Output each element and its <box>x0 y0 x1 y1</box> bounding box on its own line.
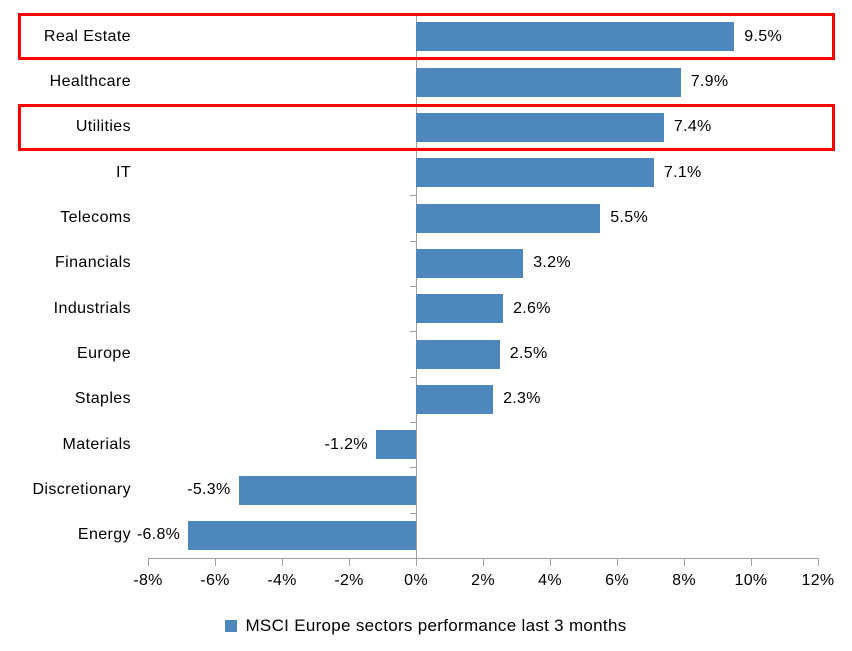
value-label: -1.2% <box>324 435 368 453</box>
category-label: Discretionary <box>32 481 131 498</box>
x-axis-tick <box>416 558 417 566</box>
category-axis-tick <box>410 558 416 559</box>
x-axis-tick-label: 6% <box>605 572 629 589</box>
value-label: 7.4% <box>673 118 712 136</box>
x-axis-tick <box>684 558 685 566</box>
value-label: 9.5% <box>744 27 782 45</box>
x-axis-tick-label: -6% <box>200 572 230 589</box>
x-axis-tick-label: 10% <box>734 572 768 589</box>
category-axis-tick <box>410 241 416 242</box>
x-axis-tick-label: 12% <box>801 572 835 589</box>
x-axis-tick <box>215 558 216 566</box>
category-label: IT <box>115 163 131 181</box>
value-label: 7.1% <box>663 163 702 181</box>
x-axis-tick-label: 2% <box>471 572 495 589</box>
bar <box>416 384 494 414</box>
value-label: 2.5% <box>509 345 548 362</box>
x-axis-tick-label: -4% <box>267 572 297 589</box>
bar <box>416 112 664 142</box>
legend-swatch-icon <box>225 620 238 632</box>
category-label: Healthcare <box>49 73 131 90</box>
value-label: 7.9% <box>690 73 729 90</box>
category-axis-tick <box>410 331 416 332</box>
value-label: 2.3% <box>503 390 541 408</box>
x-axis-tick-label: -8% <box>133 572 163 589</box>
category-axis-tick <box>410 513 416 514</box>
category-label: Staples <box>74 390 131 408</box>
bar <box>416 22 735 52</box>
category-axis-tick <box>410 195 416 196</box>
bar <box>375 430 416 460</box>
legend: MSCI Europe sectors performance last 3 m… <box>0 615 852 637</box>
x-axis-tick <box>751 558 752 566</box>
category-label: Real Estate <box>43 27 131 45</box>
value-label: 5.5% <box>610 209 648 226</box>
highlight-box-utilities <box>18 103 835 151</box>
bar <box>416 248 524 278</box>
value-label: -6.8% <box>136 526 181 544</box>
category-axis-tick <box>410 377 416 378</box>
x-axis-tick-label: 8% <box>672 572 696 589</box>
x-axis-tick <box>617 558 618 566</box>
highlight-box-real-estate <box>18 13 835 61</box>
bar <box>416 203 601 233</box>
category-axis-line <box>416 14 417 566</box>
value-label: 2.6% <box>513 299 551 317</box>
value-label: 3.2% <box>533 254 571 272</box>
category-label: Telecoms <box>60 209 131 226</box>
category-axis-tick <box>410 467 416 468</box>
x-axis-tick <box>483 558 484 566</box>
category-label: Europe <box>77 345 131 362</box>
x-axis-tick <box>148 558 149 566</box>
category-label: Energy <box>77 526 131 544</box>
bar <box>416 67 681 97</box>
category-axis-tick <box>410 286 416 287</box>
bar <box>238 475 416 505</box>
x-axis-tick-label: 0% <box>404 572 428 589</box>
category-label: Utilities <box>75 118 131 136</box>
bar <box>188 520 416 550</box>
bar <box>416 294 504 324</box>
x-axis-tick-label: 4% <box>538 572 562 589</box>
category-axis-tick <box>410 422 416 423</box>
x-axis-tick <box>349 558 350 566</box>
bar <box>416 158 654 188</box>
category-label: Materials <box>62 435 131 453</box>
bar <box>416 339 500 369</box>
value-label: -5.3% <box>187 481 231 498</box>
x-axis-tick-label: -2% <box>334 572 364 589</box>
legend-label: MSCI Europe sectors performance last 3 m… <box>245 616 627 635</box>
x-axis-tick <box>282 558 283 566</box>
category-label: Industrials <box>53 299 131 317</box>
category-label: Financials <box>54 254 131 272</box>
x-axis-tick <box>550 558 551 566</box>
x-axis-tick <box>818 558 819 566</box>
